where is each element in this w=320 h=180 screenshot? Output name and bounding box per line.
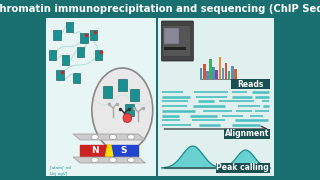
Bar [203, 64, 205, 79]
FancyBboxPatch shape [49, 50, 56, 60]
FancyBboxPatch shape [53, 30, 61, 40]
Bar [222, 68, 224, 79]
Ellipse shape [91, 134, 98, 140]
Polygon shape [73, 134, 146, 140]
Bar [228, 71, 230, 79]
Bar [200, 68, 203, 79]
Text: Ucj ugV]: Ucj ugV] [50, 172, 67, 176]
Ellipse shape [109, 158, 116, 163]
Text: [ulamj' nd: [ulamj' nd [50, 166, 70, 170]
Bar [219, 57, 221, 79]
Text: N: N [91, 146, 99, 155]
FancyBboxPatch shape [158, 18, 274, 176]
FancyBboxPatch shape [162, 21, 193, 61]
FancyBboxPatch shape [80, 33, 87, 43]
FancyBboxPatch shape [62, 55, 69, 65]
Polygon shape [106, 145, 113, 156]
Ellipse shape [123, 114, 132, 123]
Ellipse shape [127, 158, 135, 163]
Text: Reads: Reads [237, 80, 264, 89]
FancyBboxPatch shape [56, 70, 64, 80]
FancyBboxPatch shape [66, 22, 73, 32]
FancyBboxPatch shape [231, 79, 270, 89]
Polygon shape [73, 157, 146, 163]
Bar [206, 71, 209, 79]
FancyBboxPatch shape [76, 47, 84, 57]
FancyBboxPatch shape [130, 89, 139, 101]
Bar [215, 70, 218, 79]
FancyBboxPatch shape [164, 28, 179, 44]
Bar [212, 67, 215, 79]
FancyBboxPatch shape [163, 26, 191, 57]
FancyBboxPatch shape [103, 86, 112, 98]
Bar [231, 66, 234, 79]
Bar [209, 59, 212, 79]
Text: S: S [121, 146, 127, 155]
Bar [234, 69, 237, 79]
Text: Peak calling: Peak calling [216, 163, 269, 172]
FancyBboxPatch shape [73, 73, 80, 83]
FancyBboxPatch shape [216, 163, 270, 173]
FancyBboxPatch shape [90, 30, 97, 40]
FancyBboxPatch shape [224, 129, 270, 139]
Text: Chromatin immunoprecipitation and sequencing (ChIP Seq): Chromatin immunoprecipitation and sequen… [0, 4, 320, 14]
FancyBboxPatch shape [118, 79, 127, 91]
FancyBboxPatch shape [46, 18, 156, 176]
Ellipse shape [91, 158, 98, 163]
Ellipse shape [109, 134, 116, 140]
Bar [225, 62, 227, 79]
Circle shape [92, 68, 153, 152]
FancyBboxPatch shape [164, 47, 186, 50]
FancyBboxPatch shape [125, 104, 134, 116]
FancyBboxPatch shape [95, 50, 102, 60]
Text: Alignment: Alignment [225, 129, 269, 138]
Ellipse shape [127, 134, 135, 140]
